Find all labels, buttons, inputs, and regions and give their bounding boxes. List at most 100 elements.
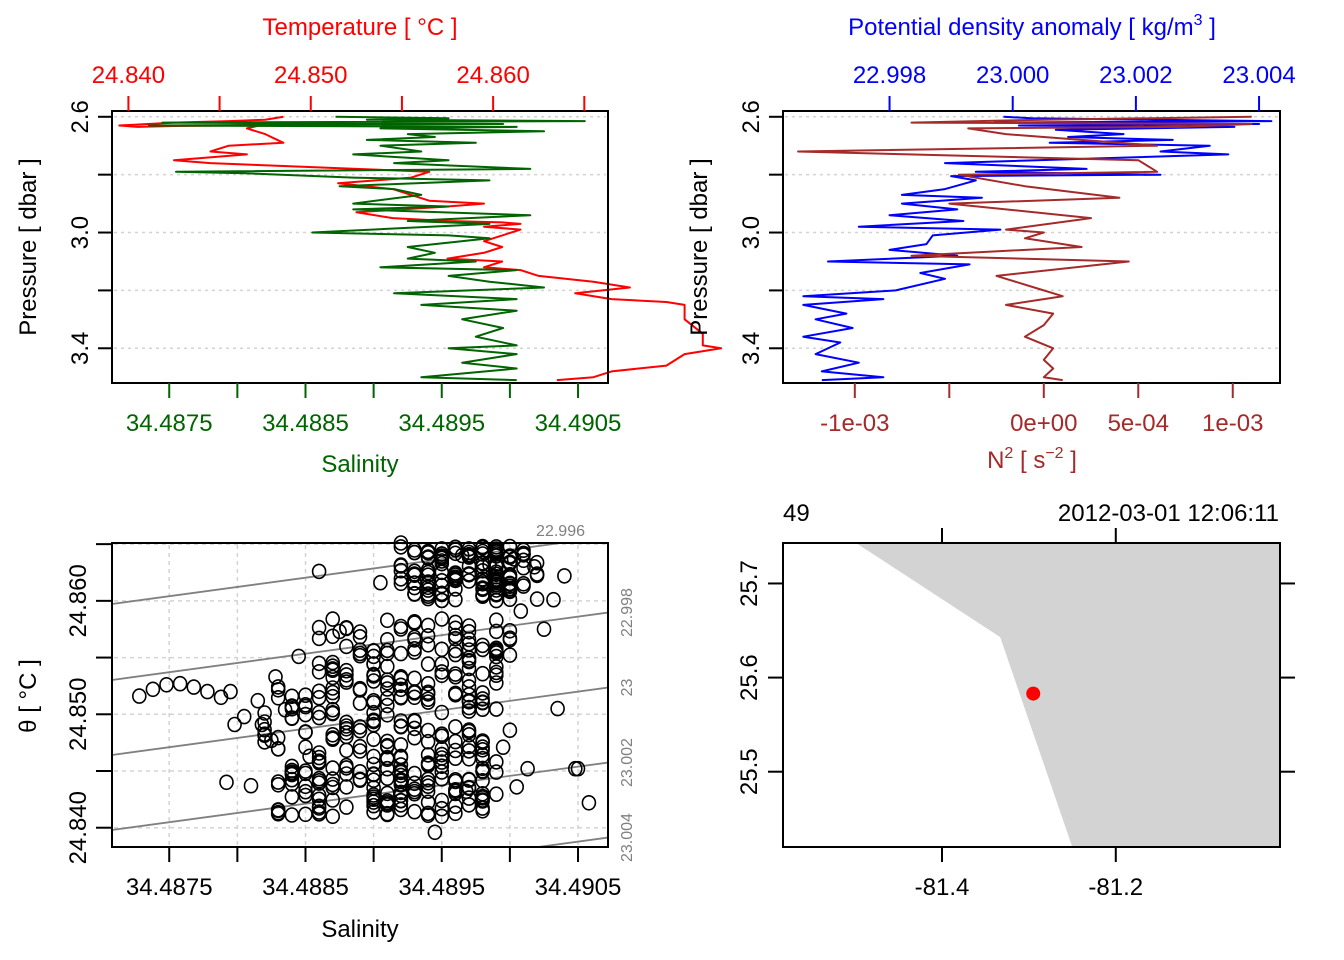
ts-point <box>339 724 354 741</box>
x-tick-label: 24.840 <box>92 62 165 89</box>
ts-point <box>420 684 436 701</box>
ts-point <box>325 760 341 776</box>
ts-point <box>488 612 504 629</box>
x-tick-label: -1e-03 <box>820 410 889 437</box>
ts-point <box>219 774 234 791</box>
salinity-axis: 34.4875 34.4885 34.4895 34.4905 <box>126 847 621 901</box>
ts-point <box>475 772 490 789</box>
ts-point <box>461 750 477 767</box>
ts-point <box>393 776 409 793</box>
ts-point <box>339 760 354 776</box>
ts-point <box>379 785 395 802</box>
ts-point <box>448 646 463 663</box>
isopycnal-label: 22.996 <box>536 523 585 540</box>
ts-point <box>291 648 307 665</box>
ts-point <box>284 762 300 779</box>
x-tick-label: 23.004 <box>1222 62 1295 89</box>
ts-point <box>434 550 450 567</box>
ts-point <box>270 689 286 706</box>
ts-point <box>325 680 341 696</box>
ts-point <box>420 755 436 772</box>
ts-point <box>461 779 477 796</box>
ts-point <box>475 734 490 751</box>
ts-point <box>311 630 327 647</box>
n2-label-sup2: −2 <box>1045 445 1063 462</box>
ts-point <box>546 591 561 608</box>
ts-point <box>379 794 395 811</box>
ts-point <box>311 663 327 680</box>
ts-point <box>379 805 395 822</box>
ts-point <box>502 631 518 648</box>
ts-point <box>475 788 490 805</box>
density-label-end: ] <box>1203 14 1216 41</box>
salinity-axis: 34.4875 34.4885 34.4895 34.4905 <box>126 383 621 437</box>
ts-point <box>488 664 504 681</box>
salinity-axis-label: Salinity <box>321 451 398 478</box>
station-marker[interactable] <box>1026 686 1041 701</box>
ts-point <box>502 549 518 566</box>
ts-point <box>379 645 395 662</box>
ts-point <box>379 737 395 754</box>
y-tick-label: 3.4 <box>67 332 94 365</box>
ts-point <box>227 716 242 733</box>
ts-point <box>461 660 477 677</box>
ts-point <box>379 675 395 691</box>
latitude-tick-label: 25.7 <box>736 560 763 607</box>
ts-point <box>284 807 300 823</box>
ts-point <box>311 745 327 761</box>
ts-point <box>270 802 286 818</box>
ts-point <box>366 787 381 803</box>
ts-point <box>393 713 409 729</box>
ts-point <box>270 681 286 698</box>
ts-point <box>284 700 300 717</box>
map-axes: -81.4 -81.2 25.5 25.6 25.7 <box>736 528 1295 901</box>
ts-point <box>475 685 490 701</box>
ts-point <box>366 797 381 814</box>
ts-point <box>284 710 300 727</box>
theta-axis-label: θ [ °C ] <box>15 659 42 733</box>
ts-point <box>393 689 409 706</box>
ts-point <box>393 764 409 781</box>
ts-point <box>461 722 477 738</box>
ts-point <box>325 808 341 825</box>
ts-point <box>339 638 354 655</box>
ts-point <box>513 603 529 619</box>
ts-point <box>502 569 518 586</box>
ts-point <box>311 563 327 580</box>
ts-point <box>461 652 477 669</box>
ts-point <box>339 779 354 795</box>
ts-point <box>393 787 409 804</box>
ts-point <box>570 760 586 777</box>
ts-point <box>311 655 327 672</box>
ts-point <box>379 706 395 723</box>
ts-point <box>393 670 409 687</box>
ts-point <box>268 669 283 685</box>
ts-point <box>366 780 381 796</box>
n2-label-end: ] <box>1064 447 1077 474</box>
isopycnal-label: 23.004 <box>619 813 636 862</box>
ts-point <box>488 659 504 675</box>
ts-point <box>527 558 542 575</box>
x-tick-label: 23.000 <box>976 62 1049 89</box>
theta-axis: 24.840 24.850 24.860 <box>65 543 112 864</box>
ts-point <box>393 677 409 694</box>
y-tick-label: 24.840 <box>65 791 92 864</box>
ts-point <box>407 720 422 737</box>
ts-point <box>257 714 272 730</box>
ts-point <box>172 675 188 692</box>
ts-point <box>311 689 327 706</box>
ts-point <box>434 792 450 809</box>
ts-point <box>339 667 354 683</box>
ts-point <box>461 618 477 634</box>
ts-point <box>495 739 511 756</box>
isopycnal-line <box>112 686 608 756</box>
ts-point <box>420 747 436 763</box>
x-tick-label: 23.002 <box>1099 62 1172 89</box>
longitude-tick-label: -81.4 <box>915 874 970 901</box>
ts-point <box>448 567 463 583</box>
ts-point <box>448 642 463 659</box>
ts-point <box>529 566 545 582</box>
ts-point <box>529 591 545 607</box>
ts-point <box>461 797 477 813</box>
ts-point <box>420 627 436 644</box>
